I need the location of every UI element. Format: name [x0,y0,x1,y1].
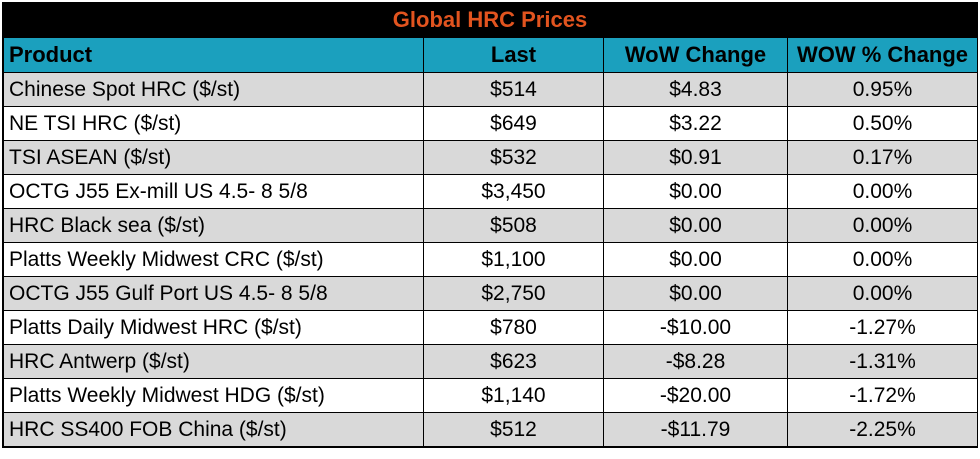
product-cell: Platts Weekly Midwest HDG ($/st) [3,378,424,413]
last-cell: $512 [423,412,604,447]
table-row: Platts Weekly Midwest CRC ($/st) $1,100 $0… [3,242,978,277]
header-wow-pct-change: WOW % Change [787,37,978,73]
last-cell: $2,750 [423,276,604,311]
last-cell: $1,100 [423,242,604,277]
wow-change-cell: $0.00 [603,242,788,277]
last-cell: $1,140 [423,378,604,413]
wow-change-cell: -$11.79 [603,412,788,447]
wow-pct-change-cell: -1.72% [787,378,978,413]
product-cell: Platts Daily Midwest HRC ($/st) [3,310,424,345]
wow-pct-change-cell: -1.31% [787,344,978,379]
table-body: Chinese Spot HRC ($/st) $514 $4.83 0.95% NE … [3,72,978,447]
wow-pct-change-cell: -2.25% [787,412,978,447]
table-row: HRC SS400 FOB China ($/st) $512 -$11.79 -2.… [3,412,978,447]
last-cell: $649 [423,106,604,141]
wow-change-cell: $0.00 [603,174,788,209]
last-cell: $3,450 [423,174,604,209]
product-cell: Chinese Spot HRC ($/st) [3,72,424,107]
product-cell: Platts Weekly Midwest CRC ($/st) [3,242,424,277]
table-row: Platts Daily Midwest HRC ($/st) $780 -$10.… [3,310,978,345]
table-row: HRC Antwerp ($/st) $623 -$8.28 -1.31% [3,344,978,379]
header-wow-change: WoW Change [603,37,788,73]
last-cell: $623 [423,344,604,379]
wow-pct-change-cell: 0.00% [787,208,978,243]
wow-change-cell: $3.22 [603,106,788,141]
wow-change-cell: $0.00 [603,208,788,243]
table-title: Global HRC Prices [3,3,977,37]
hrc-prices-table: Product Last WoW Change WOW % Change Chi… [3,37,978,447]
header-product: Product [3,37,424,73]
header-last: Last [423,37,604,73]
wow-pct-change-cell: -1.27% [787,310,978,345]
table-row: NE TSI HRC ($/st) $649 $3.22 0.50% [3,106,978,141]
wow-change-cell: -$10.00 [603,310,788,345]
wow-pct-change-cell: 0.00% [787,276,978,311]
wow-change-cell: -$8.28 [603,344,788,379]
product-cell: TSI ASEAN ($/st) [3,140,424,175]
table-row: OCTG J55 Ex-mill US 4.5- 8 5/8 $3,450 $0.0… [3,174,978,209]
header-row: Product Last WoW Change WOW % Change [3,37,978,73]
wow-change-cell: $0.00 [603,276,788,311]
wow-pct-change-cell: 0.95% [787,72,978,107]
product-cell: NE TSI HRC ($/st) [3,106,424,141]
table-row: HRC Black sea ($/st) $508 $0.00 0.00% [3,208,978,243]
wow-change-cell: -$20.00 [603,378,788,413]
table-row: TSI ASEAN ($/st) $532 $0.91 0.17% [3,140,978,175]
last-cell: $780 [423,310,604,345]
wow-pct-change-cell: 0.00% [787,242,978,277]
wow-change-cell: $0.91 [603,140,788,175]
wow-pct-change-cell: 0.00% [787,174,978,209]
product-cell: OCTG J55 Ex-mill US 4.5- 8 5/8 [3,174,424,209]
product-cell: HRC Antwerp ($/st) [3,344,424,379]
last-cell: $508 [423,208,604,243]
price-table-container: Global HRC Prices Product Last WoW Chang… [2,2,978,448]
product-cell: OCTG J55 Gulf Port US 4.5- 8 5/8 [3,276,424,311]
table-row: OCTG J55 Gulf Port US 4.5- 8 5/8 $2,750 $0… [3,276,978,311]
wow-change-cell: $4.83 [603,72,788,107]
table-row: Chinese Spot HRC ($/st) $514 $4.83 0.95% [3,72,978,107]
last-cell: $532 [423,140,604,175]
wow-pct-change-cell: 0.50% [787,106,978,141]
product-cell: HRC SS400 FOB China ($/st) [3,412,424,447]
last-cell: $514 [423,72,604,107]
wow-pct-change-cell: 0.17% [787,140,978,175]
table-row: Platts Weekly Midwest HDG ($/st) $1,140 -$… [3,378,978,413]
product-cell: HRC Black sea ($/st) [3,208,424,243]
